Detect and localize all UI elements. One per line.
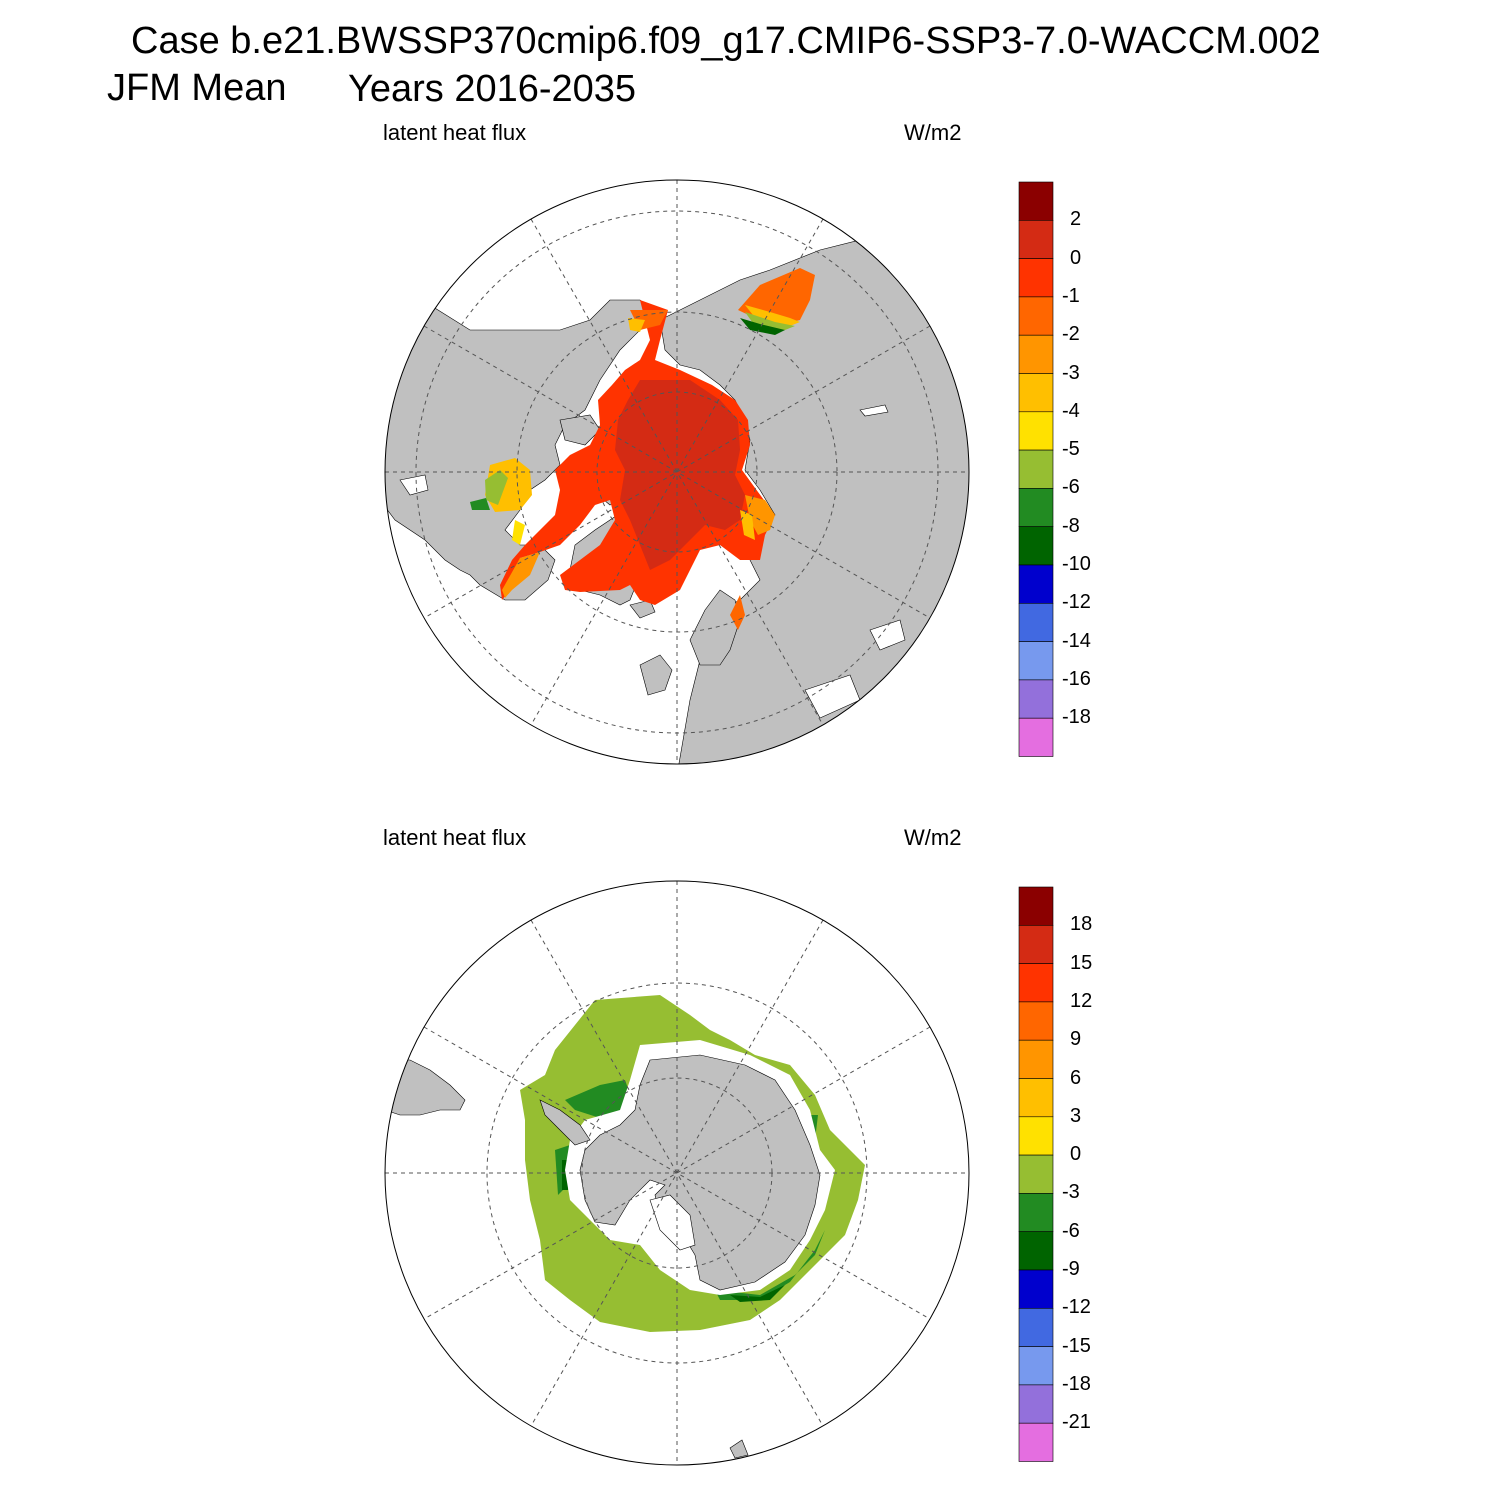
north-colorbar-box [1018, 220, 1054, 259]
north-colorbar-label: -12 [1062, 591, 1091, 614]
case-title: Case b.e21.BWSSP370cmip6.f09_g17.CMIP6-S… [131, 20, 1321, 62]
season-label: JFM Mean [107, 67, 287, 109]
south-colorbar-box [1018, 1078, 1054, 1118]
north-colorbar-box [1018, 526, 1054, 566]
south-america-land [385, 1059, 466, 1116]
south-colorbar-label: -15 [1062, 1334, 1091, 1357]
south-variable-label: latent heat flux [383, 825, 527, 850]
north-colorbar-box [1018, 449, 1054, 489]
north-colorbar-label: -5 [1062, 438, 1080, 461]
north-colorbar-label: 2 [1070, 208, 1082, 231]
south-colorbar-box [1018, 1154, 1054, 1194]
south-colorbar-box [1018, 1422, 1054, 1462]
south-colorbar-label: -3 [1062, 1181, 1080, 1204]
south-colorbar-box [1018, 1001, 1054, 1041]
north-colorbar-box [1018, 679, 1054, 719]
north-colorbar-label: -1 [1062, 284, 1080, 307]
arctic-flux-core [615, 380, 745, 570]
north-colorbar-label: -3 [1062, 361, 1080, 384]
south-colorbar-box [1018, 1308, 1054, 1347]
north-colorbar-label: -16 [1062, 667, 1091, 690]
south-colorbar-label: -18 [1062, 1372, 1091, 1395]
south-colorbar-label: 6 [1070, 1066, 1082, 1089]
south-colorbar-box [1018, 1039, 1054, 1079]
south-colorbar-box [1018, 1116, 1054, 1156]
north-colorbar-box [1018, 181, 1054, 221]
north-polar-map [384, 179, 970, 765]
south-colorbar-box [1018, 886, 1054, 926]
north-colorbar-box [1018, 641, 1054, 681]
south-colorbar-label: 9 [1070, 1028, 1082, 1051]
north-colorbar-box [1018, 334, 1054, 374]
north-variable-label: latent heat flux [383, 120, 527, 145]
north-colorbar-label: -8 [1062, 514, 1080, 537]
south-colorbar-box [1018, 924, 1054, 964]
south-colorbar-label: -6 [1062, 1219, 1080, 1242]
north-colorbar-label: -18 [1062, 706, 1091, 729]
years-label: Years 2016-2035 [348, 68, 637, 110]
north-colorbar-label: -4 [1062, 399, 1080, 422]
south-colorbar-label: 12 [1070, 989, 1093, 1012]
north-colorbar-box [1018, 717, 1054, 757]
north-colorbar-box [1018, 373, 1054, 413]
north-colorbar-box [1018, 296, 1054, 336]
south-polar-map [384, 880, 970, 1466]
south-colorbar-box [1018, 1269, 1054, 1309]
south-units-label: W/m2 [904, 825, 962, 850]
north-colorbar-box [1018, 258, 1054, 298]
north-colorbar-label: -2 [1062, 323, 1080, 346]
north-colorbar-label: -14 [1062, 629, 1091, 652]
south-colorbar-label: 3 [1070, 1104, 1082, 1127]
north-colorbar-box [1018, 488, 1054, 527]
north-colorbar-box [1018, 602, 1054, 642]
south-colorbar-box [1018, 1193, 1054, 1233]
weddell-flux [565, 1080, 632, 1120]
north-colorbar-box [1018, 564, 1054, 604]
south-colorbar-box [1018, 963, 1054, 1003]
south-colorbar-label: -12 [1062, 1296, 1091, 1319]
south-colorbar-label: -21 [1062, 1411, 1091, 1434]
south-colorbar-label: 15 [1070, 951, 1093, 974]
north-colorbar-label: 0 [1070, 246, 1082, 269]
north-colorbar-box [1018, 411, 1054, 451]
north-units-label: W/m2 [904, 120, 962, 145]
south-colorbar-box [1018, 1384, 1054, 1424]
north-colorbar [1018, 181, 1054, 757]
south-colorbar-box [1018, 1346, 1054, 1386]
north-colorbar-label: -6 [1062, 476, 1080, 499]
north-colorbar-label: -10 [1062, 553, 1091, 575]
south-colorbar-box [1018, 1231, 1054, 1271]
south-colorbar-label: 0 [1070, 1143, 1082, 1166]
south-colorbar-label: -9 [1062, 1258, 1080, 1280]
south-colorbar [1018, 886, 1054, 1462]
south-colorbar-label: 18 [1070, 913, 1093, 936]
